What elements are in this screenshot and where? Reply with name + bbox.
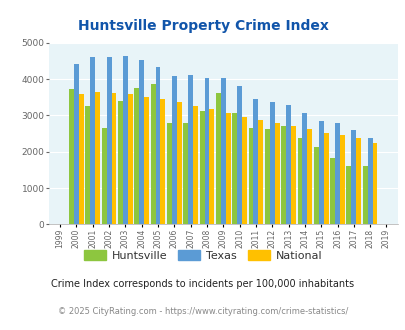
Bar [286, 105, 290, 224]
Bar [307, 129, 311, 224]
Bar [350, 130, 356, 224]
Bar [356, 138, 360, 224]
Bar [345, 166, 350, 224]
Bar [90, 57, 95, 224]
Bar [225, 113, 230, 224]
Bar [160, 99, 165, 224]
Text: © 2025 CityRating.com - https://www.cityrating.com/crime-statistics/: © 2025 CityRating.com - https://www.city… [58, 307, 347, 315]
Bar [102, 128, 107, 224]
Bar [367, 138, 372, 224]
Bar [209, 109, 214, 224]
Bar [339, 135, 344, 224]
Bar [362, 166, 367, 224]
Legend: Huntsville, Texas, National: Huntsville, Texas, National [80, 247, 325, 264]
Bar [144, 97, 149, 224]
Bar [323, 133, 328, 224]
Bar [123, 56, 128, 224]
Text: Huntsville Property Crime Index: Huntsville Property Crime Index [77, 19, 328, 33]
Bar [264, 129, 269, 224]
Bar [139, 60, 144, 224]
Bar [302, 113, 307, 224]
Bar [95, 92, 100, 224]
Bar [150, 84, 155, 224]
Bar [372, 144, 377, 224]
Bar [155, 67, 160, 224]
Bar [253, 99, 258, 224]
Bar [188, 75, 193, 224]
Bar [258, 120, 262, 224]
Bar [118, 101, 123, 224]
Bar [176, 102, 181, 224]
Bar [313, 147, 318, 224]
Bar [128, 94, 132, 224]
Bar [297, 138, 302, 224]
Bar [134, 88, 139, 224]
Bar [269, 102, 274, 224]
Bar [318, 120, 323, 224]
Bar [220, 78, 225, 224]
Bar [183, 123, 188, 224]
Bar [274, 123, 279, 224]
Text: Crime Index corresponds to incidents per 100,000 inhabitants: Crime Index corresponds to incidents per… [51, 279, 354, 289]
Bar [232, 113, 237, 224]
Bar [241, 117, 246, 224]
Bar [215, 93, 220, 224]
Bar [74, 64, 79, 224]
Bar [107, 57, 111, 224]
Bar [290, 126, 295, 224]
Bar [79, 94, 83, 224]
Bar [204, 79, 209, 224]
Bar [237, 86, 241, 224]
Bar [111, 93, 116, 224]
Bar [69, 89, 74, 224]
Bar [166, 123, 171, 224]
Bar [199, 111, 204, 224]
Bar [281, 126, 286, 224]
Bar [85, 106, 90, 224]
Bar [193, 106, 198, 224]
Bar [171, 76, 176, 224]
Bar [329, 158, 334, 224]
Bar [334, 123, 339, 224]
Bar [248, 128, 253, 224]
